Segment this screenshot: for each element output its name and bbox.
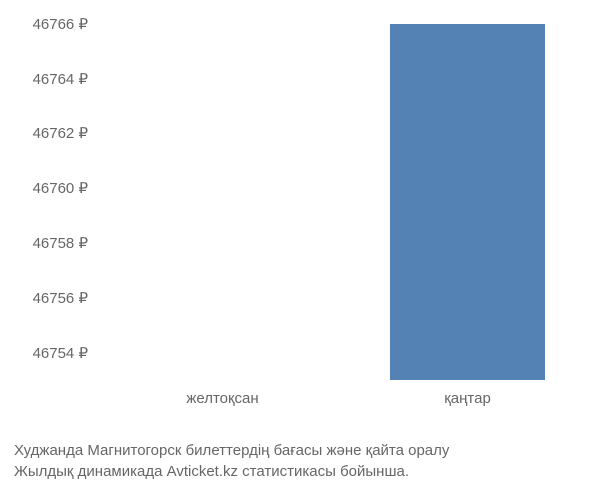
plot-area <box>100 10 590 380</box>
y-tick-label: 46754 ₽ <box>33 344 88 362</box>
bar-қаңтар <box>390 24 545 380</box>
x-tick-label: қаңтар <box>444 390 491 407</box>
y-tick-label: 46764 ₽ <box>33 70 88 88</box>
y-tick-label: 46762 ₽ <box>33 124 88 142</box>
y-tick-label: 46766 ₽ <box>33 15 88 33</box>
x-tick-label: желтоқсан <box>186 390 258 407</box>
y-tick-label: 46756 ₽ <box>33 289 88 307</box>
y-tick-label: 46760 ₽ <box>33 179 88 197</box>
price-chart: 46754 ₽ 46756 ₽ 46758 ₽ 46760 ₽ 46762 ₽ 46764… <box>0 0 600 430</box>
x-axis: желтоқсан қаңтар <box>100 390 590 420</box>
caption-line-1: Худжанда Магнитогорск билеттердің бағасы… <box>14 440 449 461</box>
chart-caption: Худжанда Магнитогорск билеттердің бағасы… <box>14 440 449 482</box>
caption-line-2: Жылдық динамикада Avticket.kz статистика… <box>14 461 449 482</box>
y-axis: 46754 ₽ 46756 ₽ 46758 ₽ 46760 ₽ 46762 ₽ 46764… <box>0 0 100 380</box>
y-tick-label: 46758 ₽ <box>33 234 88 252</box>
